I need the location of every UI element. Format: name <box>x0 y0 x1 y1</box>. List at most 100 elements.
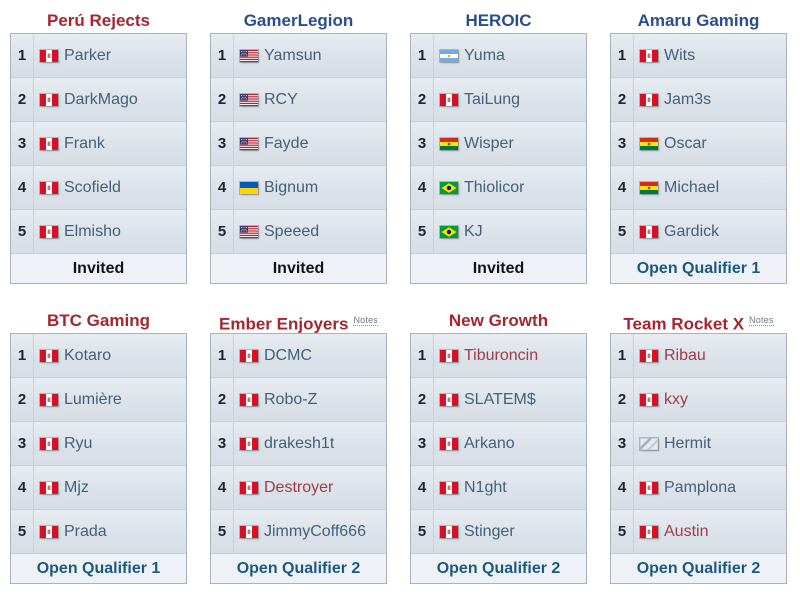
player-name-link[interactable]: JimmyCoff666 <box>264 522 366 540</box>
player-number: 5 <box>611 210 634 253</box>
player-cell: RCY <box>234 78 298 121</box>
player-name-link[interactable]: Hermit <box>664 434 712 452</box>
player-name-link[interactable]: Wisper <box>464 134 514 152</box>
player-cell: Gardick <box>634 210 719 253</box>
player-name-link[interactable]: Tiburoncin <box>464 346 539 364</box>
player-name-link[interactable]: Lumière <box>64 390 122 408</box>
player-name-link[interactable]: Speeed <box>264 222 320 240</box>
player-name-link[interactable]: DCMC <box>264 346 312 364</box>
player-name-link[interactable]: KJ <box>464 222 483 240</box>
flag-bolivia-icon <box>640 181 658 194</box>
team-name-link[interactable]: GamerLegion <box>243 11 354 30</box>
player-row: 3 Ryu <box>11 422 186 466</box>
team-name-link[interactable]: BTC Gaming <box>47 311 150 330</box>
player-cell: Prada <box>34 510 107 553</box>
player-number: 2 <box>211 378 234 421</box>
player-number: 2 <box>211 78 234 121</box>
player-name-link[interactable]: Yamsun <box>264 46 322 64</box>
flag-peru-icon <box>440 93 458 106</box>
qualifier-footer[interactable]: Open Qualifier 1 <box>11 554 186 583</box>
flag-brazil-icon <box>440 181 458 194</box>
player-name-link[interactable]: Oscar <box>664 134 707 152</box>
player-cell: SLATEM$ <box>434 378 536 421</box>
player-name-link[interactable]: Thiolicor <box>464 178 525 196</box>
roster-table: 1 DCMC 2 Robo-Z 3 drakesh1t 4 Destroyer … <box>210 333 387 584</box>
flag-peru-icon <box>240 393 258 406</box>
flag-peru-icon <box>440 525 458 538</box>
player-name-link[interactable]: Gardick <box>664 222 720 240</box>
player-name-link[interactable]: TaiLung <box>464 90 521 108</box>
player-name-link[interactable]: Prada <box>64 522 107 540</box>
player-number: 3 <box>611 122 634 165</box>
player-number: 2 <box>611 378 634 421</box>
player-row: 1 Tiburoncin <box>411 334 586 378</box>
player-name-link[interactable]: RCY <box>264 90 298 108</box>
player-cell: Pamplona <box>634 466 736 509</box>
player-row: 2 Robo-Z <box>211 378 386 422</box>
player-name-link[interactable]: Scofield <box>64 178 121 196</box>
qualifier-footer[interactable]: Open Qualifier 1 <box>611 254 786 283</box>
team-name-link[interactable]: Team Rocket X <box>623 314 745 334</box>
player-name-link[interactable]: drakesh1t <box>264 434 335 452</box>
player-row: 4 Destroyer <box>211 466 386 510</box>
player-cell: Speeed <box>234 210 319 253</box>
team-name-link[interactable]: Ember Enjoyers <box>219 314 349 334</box>
player-name-link[interactable]: kxy <box>664 390 688 408</box>
player-name-link[interactable]: DarkMago <box>64 90 138 108</box>
qualifier-footer: Invited <box>211 254 386 283</box>
player-row: 5 JimmyCoff666 <box>211 510 386 554</box>
flag-peru-icon <box>240 481 258 494</box>
player-number: 5 <box>11 210 34 253</box>
flag-peru-icon <box>440 437 458 450</box>
player-name-link[interactable]: Ribau <box>664 346 706 364</box>
player-name-link[interactable]: Robo-Z <box>264 390 318 408</box>
player-cell: Ribau <box>634 334 706 377</box>
team-name-link[interactable]: HEROIC <box>465 11 532 30</box>
player-name-link[interactable]: Austin <box>664 522 709 540</box>
roster-table: 1 Yuma 2 TaiLung 3 Wisper 4 Thiolicor 5 … <box>410 33 587 284</box>
player-name-link[interactable]: Fayde <box>264 134 309 152</box>
notes-link[interactable]: Notes <box>353 315 378 326</box>
player-name-link[interactable]: Arkano <box>464 434 515 452</box>
player-name-link[interactable]: Jam3s <box>664 90 712 108</box>
player-name-link[interactable]: Michael <box>664 178 720 196</box>
player-number: 1 <box>211 34 234 77</box>
flag-peru-icon <box>240 349 258 362</box>
player-name-link[interactable]: N1ght <box>464 478 507 496</box>
qualifier-footer[interactable]: Open Qualifier 2 <box>411 554 586 583</box>
player-row: 4 Pamplona <box>611 466 786 510</box>
player-name-link[interactable]: Wits <box>664 46 696 64</box>
team-name-link[interactable]: Amaru Gaming <box>637 11 760 30</box>
qualifier-footer[interactable]: Open Qualifier 2 <box>211 554 386 583</box>
player-name-link[interactable]: Frank <box>64 134 105 152</box>
player-name-link[interactable]: Elmisho <box>64 222 121 240</box>
notes-link[interactable]: Notes <box>749 315 774 326</box>
qualifier-footer[interactable]: Open Qualifier 2 <box>611 554 786 583</box>
roster-table: 1 Wits 2 Jam3s 3 Oscar 4 Michael 5 Gardi… <box>610 33 787 284</box>
player-number: 4 <box>11 466 34 509</box>
player-cell: Parker <box>34 34 111 77</box>
flag-argentina-icon <box>440 49 458 62</box>
player-name-link[interactable]: SLATEM$ <box>464 390 536 408</box>
player-name-link[interactable]: Stinger <box>464 522 515 540</box>
flag-unknown-icon <box>640 437 658 450</box>
player-name-link[interactable]: Yuma <box>464 46 505 64</box>
player-name-link[interactable]: Destroyer <box>264 478 334 496</box>
player-name-link[interactable]: Kotaro <box>64 346 112 364</box>
player-name-link[interactable]: Ryu <box>64 434 93 452</box>
player-row: 3 Frank <box>11 122 186 166</box>
player-name-link[interactable]: Bignum <box>264 178 319 196</box>
player-row: 5 Elmisho <box>11 210 186 254</box>
player-number: 5 <box>411 510 434 553</box>
team-name-link[interactable]: Perú Rejects <box>47 11 150 30</box>
player-name-link[interactable]: Mjz <box>64 478 89 496</box>
player-name-link[interactable]: Parker <box>64 46 112 64</box>
player-cell: DCMC <box>234 334 312 377</box>
team-name-link[interactable]: New Growth <box>448 311 549 330</box>
flag-peru-icon <box>440 393 458 406</box>
player-number: 1 <box>611 34 634 77</box>
player-name-link[interactable]: Pamplona <box>664 478 737 496</box>
player-row: 2 TaiLung <box>411 78 586 122</box>
team-title-row: New Growth <box>410 308 587 333</box>
player-number: 4 <box>411 166 434 209</box>
